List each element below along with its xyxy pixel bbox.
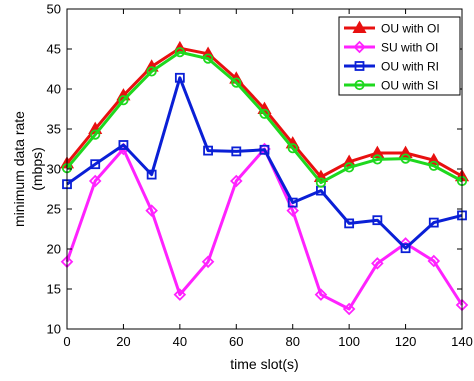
data-point bbox=[344, 218, 355, 229]
data-point bbox=[371, 257, 384, 270]
x-tick-label: 120 bbox=[395, 334, 417, 349]
data-point bbox=[88, 174, 102, 188]
y-tick-label: 20 bbox=[47, 242, 61, 257]
legend-label: OU with RI bbox=[381, 60, 439, 74]
data-point bbox=[287, 197, 298, 208]
legend-label: OU with SI bbox=[381, 79, 438, 93]
y-tick-label: 35 bbox=[47, 122, 61, 137]
y-tick-label: 45 bbox=[47, 42, 61, 57]
x-tick-label: 0 bbox=[63, 334, 70, 349]
data-point bbox=[118, 95, 129, 106]
legend-entry: OU with SI bbox=[344, 79, 438, 93]
y-axis-title-line: minimum data rate bbox=[11, 111, 27, 227]
data-point bbox=[173, 288, 187, 301]
x-tick-label: 60 bbox=[229, 334, 243, 349]
data-point bbox=[342, 302, 356, 316]
x-tick-label: 20 bbox=[116, 334, 130, 349]
data-point bbox=[174, 47, 185, 58]
legend-marker bbox=[353, 40, 366, 54]
y-tick-label: 15 bbox=[47, 282, 61, 297]
data-point bbox=[428, 217, 439, 228]
data-point bbox=[315, 177, 327, 188]
data-point bbox=[231, 77, 242, 88]
data-point bbox=[428, 160, 439, 171]
data-point bbox=[118, 140, 129, 150]
x-axis-title: time slot(s) bbox=[230, 356, 298, 372]
legend-marker bbox=[354, 61, 365, 71]
series-line bbox=[65, 50, 463, 185]
legend: OU with OI SU with OI OU with RI OU with SI bbox=[338, 16, 461, 96]
data-point bbox=[287, 143, 298, 154]
data-point bbox=[400, 153, 411, 164]
data-point bbox=[146, 66, 157, 77]
data-point bbox=[344, 162, 355, 173]
data-point bbox=[286, 204, 299, 217]
data-point bbox=[90, 129, 101, 140]
series-line bbox=[66, 76, 463, 250]
data-point bbox=[259, 108, 270, 119]
data-point bbox=[202, 53, 214, 64]
data-point bbox=[370, 145, 385, 159]
y-tick-label: 30 bbox=[47, 162, 61, 177]
legend-marker bbox=[354, 79, 365, 91]
data-point bbox=[90, 159, 101, 170]
data-point bbox=[174, 72, 185, 83]
legend-label: SU with OI bbox=[381, 41, 438, 55]
data-point bbox=[314, 288, 328, 301]
data-point bbox=[259, 144, 270, 155]
data-point bbox=[201, 255, 215, 269]
x-tick-label: 100 bbox=[338, 334, 360, 349]
y-tick-label: 50 bbox=[47, 2, 61, 17]
legend-label: OU with OI bbox=[381, 22, 440, 36]
data-point bbox=[427, 254, 441, 268]
data-point bbox=[230, 174, 243, 188]
series-ou-with-ri bbox=[62, 72, 467, 254]
data-point bbox=[400, 243, 411, 254]
x-tick-label: 80 bbox=[285, 334, 299, 349]
y-tick-label: 10 bbox=[47, 322, 61, 337]
data-point bbox=[203, 145, 213, 156]
legend-marker bbox=[352, 20, 367, 34]
data-point bbox=[372, 215, 383, 226]
x-tick-label: 40 bbox=[173, 334, 187, 349]
data-point bbox=[146, 169, 157, 180]
legend-entry: SU with OI bbox=[344, 41, 438, 55]
data-point bbox=[372, 154, 383, 165]
x-tick-label: 140 bbox=[451, 334, 473, 349]
legend-entry: OU with RI bbox=[344, 60, 439, 74]
y-axis-title: minimum data rate (mbps) bbox=[11, 111, 45, 227]
axes-layer: 10 15 20 25 30 35 40 45 50 0 20 40 60 80 100 120 140 time… bbox=[11, 2, 473, 373]
legend-entry: OU with OI bbox=[344, 20, 440, 36]
data-point bbox=[231, 146, 242, 157]
y-axis-title-line: (mbps) bbox=[29, 147, 45, 191]
data-point bbox=[145, 204, 158, 217]
y-tick-label: 25 bbox=[47, 202, 61, 217]
y-tick-label: 40 bbox=[47, 82, 61, 97]
